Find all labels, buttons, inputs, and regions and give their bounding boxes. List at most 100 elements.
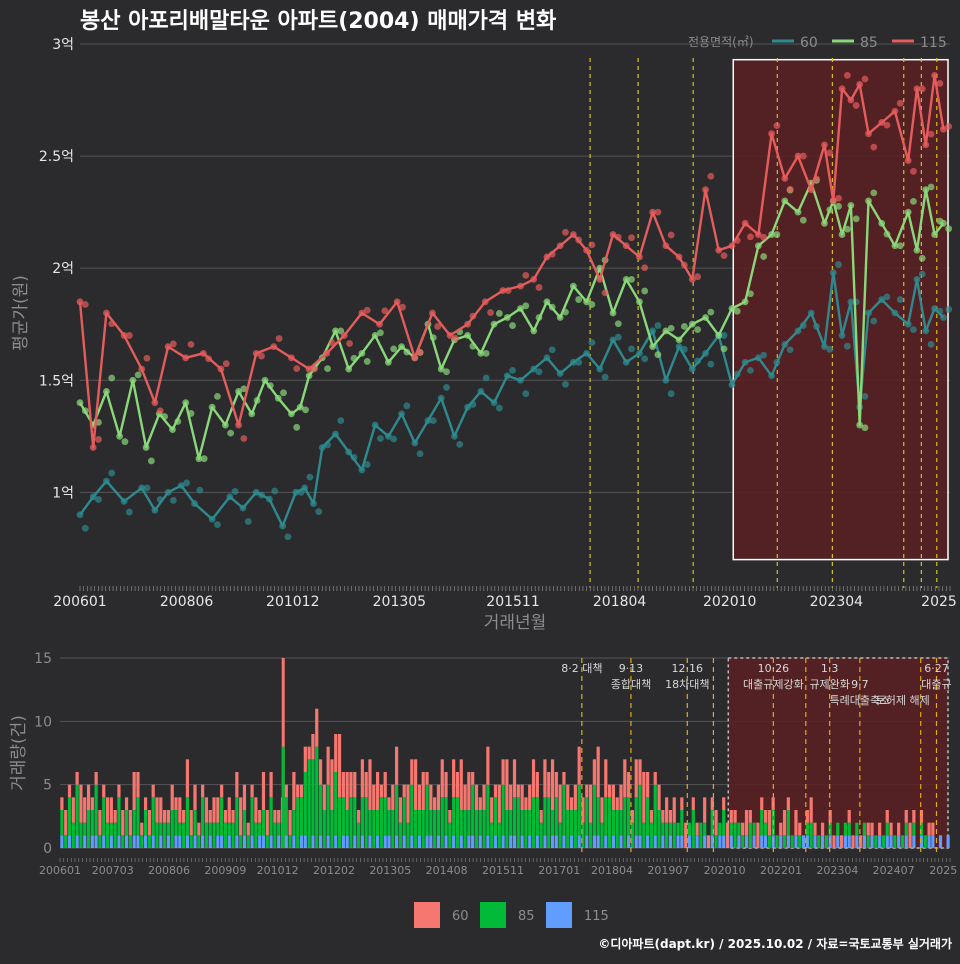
bar-85	[64, 835, 68, 848]
bar-60	[703, 797, 707, 823]
y-tick-label: 1억	[52, 485, 74, 501]
bar-85	[98, 835, 102, 848]
data-point-85	[649, 343, 657, 351]
bar-60	[501, 759, 505, 785]
data-point-85	[116, 432, 124, 440]
data-point-60	[191, 500, 198, 507]
bar-60	[904, 810, 908, 823]
bar-115	[387, 835, 391, 848]
data-point-60	[490, 399, 498, 407]
data-point-85	[675, 336, 683, 344]
bar-115	[201, 835, 205, 848]
bar-85	[520, 810, 524, 836]
data-point-115	[125, 332, 133, 339]
bar-60	[535, 772, 539, 798]
data-point-115	[856, 80, 864, 88]
data-point-60	[108, 469, 116, 477]
bar-60	[421, 772, 425, 810]
bar-85	[467, 810, 471, 836]
data-point-60	[847, 298, 855, 306]
bar-85	[900, 835, 905, 848]
bar-60	[341, 772, 345, 798]
bar-60	[885, 810, 889, 823]
data-point-115	[945, 123, 953, 130]
bar-60	[455, 772, 460, 798]
data-point-60	[628, 345, 635, 353]
bar-85	[512, 797, 517, 836]
data-point-85	[728, 305, 736, 312]
data-point-115	[794, 152, 802, 160]
data-point-85	[248, 410, 256, 418]
data-point-115	[182, 354, 190, 362]
bar-85	[881, 835, 886, 848]
data-point-85	[680, 323, 688, 330]
data-point-60	[601, 373, 609, 381]
bar-85	[372, 810, 376, 848]
bar-60	[398, 797, 403, 823]
bar-85	[760, 810, 764, 836]
bar-115	[151, 835, 155, 848]
bar-60	[547, 772, 551, 798]
y-axis-title: 거래량(건)	[9, 715, 29, 791]
bar-115	[459, 835, 463, 848]
data-point-60	[614, 333, 622, 341]
bar-115	[847, 835, 851, 848]
data-point-60	[865, 309, 872, 317]
bar-60	[79, 784, 83, 823]
data-point-60	[411, 439, 419, 447]
bar-60	[349, 772, 353, 798]
bar-115	[885, 835, 889, 848]
bar-60	[493, 784, 498, 798]
bar-85	[395, 784, 399, 836]
data-point-115	[904, 157, 912, 164]
bar-60	[337, 734, 342, 798]
bar-85	[109, 822, 113, 836]
price-chart: 1억 1.5억 2억 2.5억 3억 200601 200806 201012 201305 20…	[11, 37, 957, 633]
bar-85	[75, 784, 79, 836]
bar-60	[908, 822, 912, 848]
bar-85	[220, 797, 224, 836]
bar-85	[691, 810, 695, 848]
bar-60	[607, 784, 612, 798]
data-point-85	[543, 298, 551, 306]
data-point-85	[622, 275, 630, 283]
bar-115	[227, 835, 231, 848]
bar-60	[646, 772, 650, 798]
event-annotation: 9·13	[619, 662, 644, 675]
volume-legend: 60 85 115	[414, 902, 609, 928]
x-tick-label: 202304	[810, 594, 864, 610]
data-point-85	[195, 455, 203, 463]
event-annotation: 18차대책	[665, 678, 709, 691]
bar-85	[147, 835, 151, 848]
data-point-60	[838, 332, 846, 339]
bar-85	[790, 835, 794, 848]
data-point-115	[596, 275, 604, 283]
bar-85	[741, 835, 745, 848]
bar-60	[166, 810, 170, 823]
bar-115	[710, 835, 714, 848]
bar-60	[124, 797, 129, 810]
data-point-85	[588, 301, 596, 308]
data-point-60	[760, 351, 768, 359]
bar-85	[687, 822, 692, 836]
data-point-60	[76, 511, 84, 519]
data-point-85	[741, 298, 749, 306]
bar-60	[623, 759, 627, 798]
data-point-115	[217, 365, 225, 373]
data-point-60	[747, 366, 754, 374]
data-point-60	[641, 355, 649, 363]
bar-60	[375, 772, 380, 810]
event-annotation: 8·2 대책	[561, 662, 602, 675]
bar-60	[162, 810, 167, 823]
bar-115	[311, 835, 315, 848]
data-point-85	[904, 208, 912, 216]
bar-85	[486, 784, 490, 836]
bar-85	[208, 822, 212, 836]
data-point-115	[240, 435, 248, 442]
bar-60	[444, 772, 448, 798]
bar-115	[543, 835, 547, 848]
bar-115	[801, 835, 806, 848]
data-point-115	[346, 340, 353, 347]
bar-85	[665, 822, 669, 848]
bar-115	[208, 835, 212, 848]
